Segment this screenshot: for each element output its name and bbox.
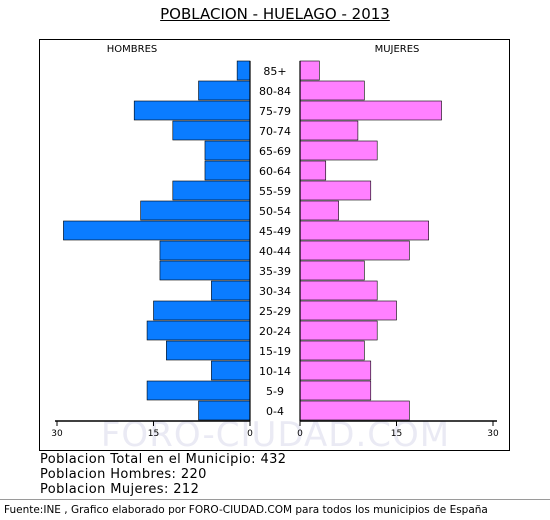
bar-mujeres-30-34	[299, 280, 378, 301]
bar-hombres-20-24	[146, 320, 251, 341]
tick-label-right-15: 15	[391, 429, 402, 439]
tick-label-left-30: 30	[51, 429, 63, 439]
bar-hombres-30-34	[211, 280, 251, 301]
age-label-5-9: 5-9	[266, 385, 284, 398]
bar-hombres-75-79	[133, 100, 251, 121]
bar-mujeres-25-29	[299, 300, 397, 321]
bar-mujeres-40-44	[299, 240, 410, 261]
bar-mujeres-10-14	[299, 360, 372, 381]
tick-label-right-0: 0	[297, 429, 303, 439]
bar-mujeres-75-79	[299, 100, 442, 121]
age-label-30-34: 30-34	[259, 285, 291, 298]
bar-hombres-50-54	[140, 200, 251, 221]
bar-hombres-35-39	[159, 260, 251, 281]
mujeres-header: MUJERES	[375, 44, 420, 55]
bar-mujeres-85+	[299, 60, 320, 81]
bar-hombres-45-49	[63, 220, 251, 241]
age-label-80-84: 80-84	[259, 85, 291, 98]
chart-frame: FORO-CIUDAD.COM HOMBRES MUJERES 85+ 80-84 75…	[39, 39, 510, 455]
bar-hombres-5-9	[146, 380, 251, 401]
age-label-20-24: 20-24	[259, 325, 291, 338]
age-label-55-59: 55-59	[259, 185, 291, 198]
bar-hombres-10-14	[211, 360, 251, 381]
source-footer: Fuente:INE , Grafico elaborado por FORO-…	[4, 504, 488, 516]
hombres-header: HOMBRES	[107, 44, 158, 55]
population-pyramid: HOMBRES MUJERES 85+ 80-84 75-79 70-74 65-69 60-…	[51, 44, 499, 439]
bar-mujeres-55-59	[299, 180, 372, 201]
bar-mujeres-0-4	[299, 400, 410, 421]
age-label-35-39: 35-39	[259, 265, 291, 278]
bar-hombres-40-44	[159, 240, 251, 261]
bar-mujeres-70-74	[299, 120, 359, 141]
bar-mujeres-65-69	[299, 140, 378, 161]
chart-title: POBLACION - HUELAGO - 2013	[160, 5, 390, 23]
bar-hombres-0-4	[198, 400, 251, 421]
age-label-40-44: 40-44	[259, 245, 291, 258]
bar-mujeres-80-84	[299, 80, 365, 101]
age-label-75-79: 75-79	[259, 105, 291, 118]
bar-hombres-25-29	[153, 300, 251, 321]
bar-hombres-60-64	[204, 160, 251, 181]
bar-mujeres-5-9	[299, 380, 372, 401]
age-label-60-64: 60-64	[259, 165, 291, 178]
bar-hombres-15-19	[166, 340, 251, 361]
bar-hombres-85+	[236, 60, 251, 81]
stat-mujeres: Poblacion Mujeres: 212	[40, 482, 200, 497]
stat-hombres: Poblacion Hombres: 220	[40, 467, 207, 482]
tick-label-right-30: 30	[487, 429, 499, 439]
bar-mujeres-60-64	[299, 160, 327, 181]
bar-mujeres-45-49	[299, 220, 429, 241]
age-label-45-49: 45-49	[259, 225, 291, 238]
tick-label-left-15: 15	[148, 429, 159, 439]
bar-mujeres-20-24	[299, 320, 378, 341]
age-label-0-4: 0-4	[266, 405, 284, 418]
bar-mujeres-15-19	[299, 340, 365, 361]
bar-hombres-80-84	[198, 80, 251, 101]
age-label-65-69: 65-69	[259, 145, 291, 158]
age-label-25-29: 25-29	[259, 305, 291, 318]
age-label-85+: 85+	[263, 65, 286, 78]
bar-mujeres-35-39	[299, 260, 365, 281]
bar-hombres-65-69	[204, 140, 251, 161]
bar-hombres-70-74	[172, 120, 251, 141]
age-label-50-54: 50-54	[259, 205, 291, 218]
bar-hombres-55-59	[172, 180, 251, 201]
age-label-10-14: 10-14	[259, 365, 291, 378]
population-stats: Poblacion Total en el Municipio: 432 Pob…	[40, 452, 286, 497]
tick-label-left-0: 0	[247, 429, 253, 439]
age-label-15-19: 15-19	[259, 345, 291, 358]
footer-divider	[0, 499, 550, 500]
age-label-70-74: 70-74	[259, 125, 291, 138]
bar-mujeres-50-54	[299, 200, 339, 221]
stat-total: Poblacion Total en el Municipio: 432	[40, 452, 287, 467]
